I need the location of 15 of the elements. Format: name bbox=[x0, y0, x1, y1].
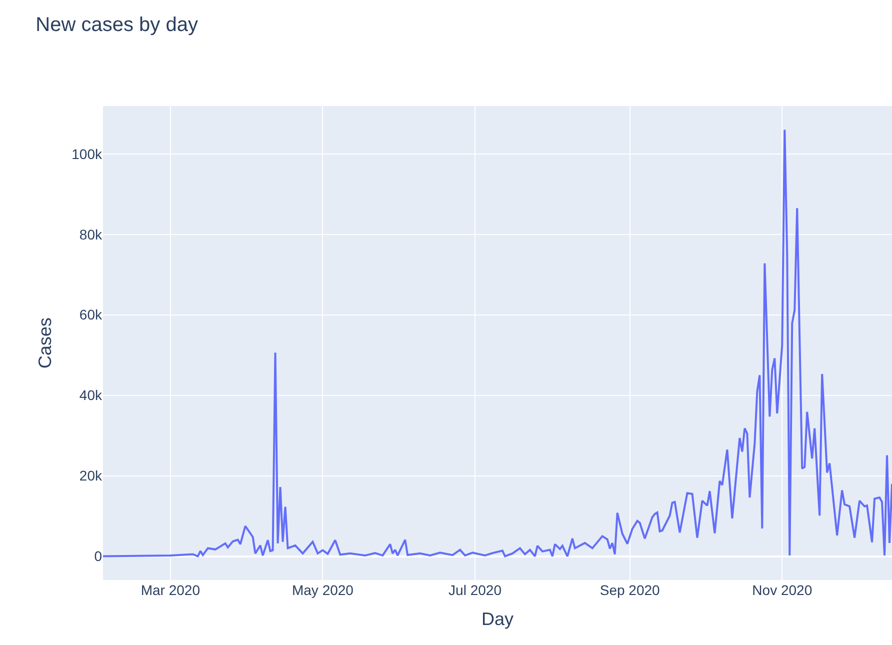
y-tick-label: 100k bbox=[72, 146, 103, 162]
line-series bbox=[103, 128, 892, 558]
x-tick-label: May 2020 bbox=[292, 582, 354, 598]
y-tick-label: 0 bbox=[94, 548, 102, 564]
y-tick-label: 80k bbox=[79, 226, 103, 242]
chart-title: New cases by day bbox=[36, 14, 198, 36]
y-tick-label: 40k bbox=[79, 387, 103, 404]
x-tick-label: Jul 2020 bbox=[448, 582, 502, 598]
x-tick-label: Mar 2020 bbox=[140, 582, 200, 598]
y-axis-title: Cases bbox=[34, 317, 55, 369]
x-tick-label: Nov 2020 bbox=[752, 582, 812, 598]
x-axis-title: Day bbox=[481, 609, 514, 630]
y-tick-label: 60k bbox=[79, 306, 103, 323]
x-tick-label: Sep 2020 bbox=[600, 582, 660, 598]
y-tick-label: 20k bbox=[79, 468, 103, 484]
